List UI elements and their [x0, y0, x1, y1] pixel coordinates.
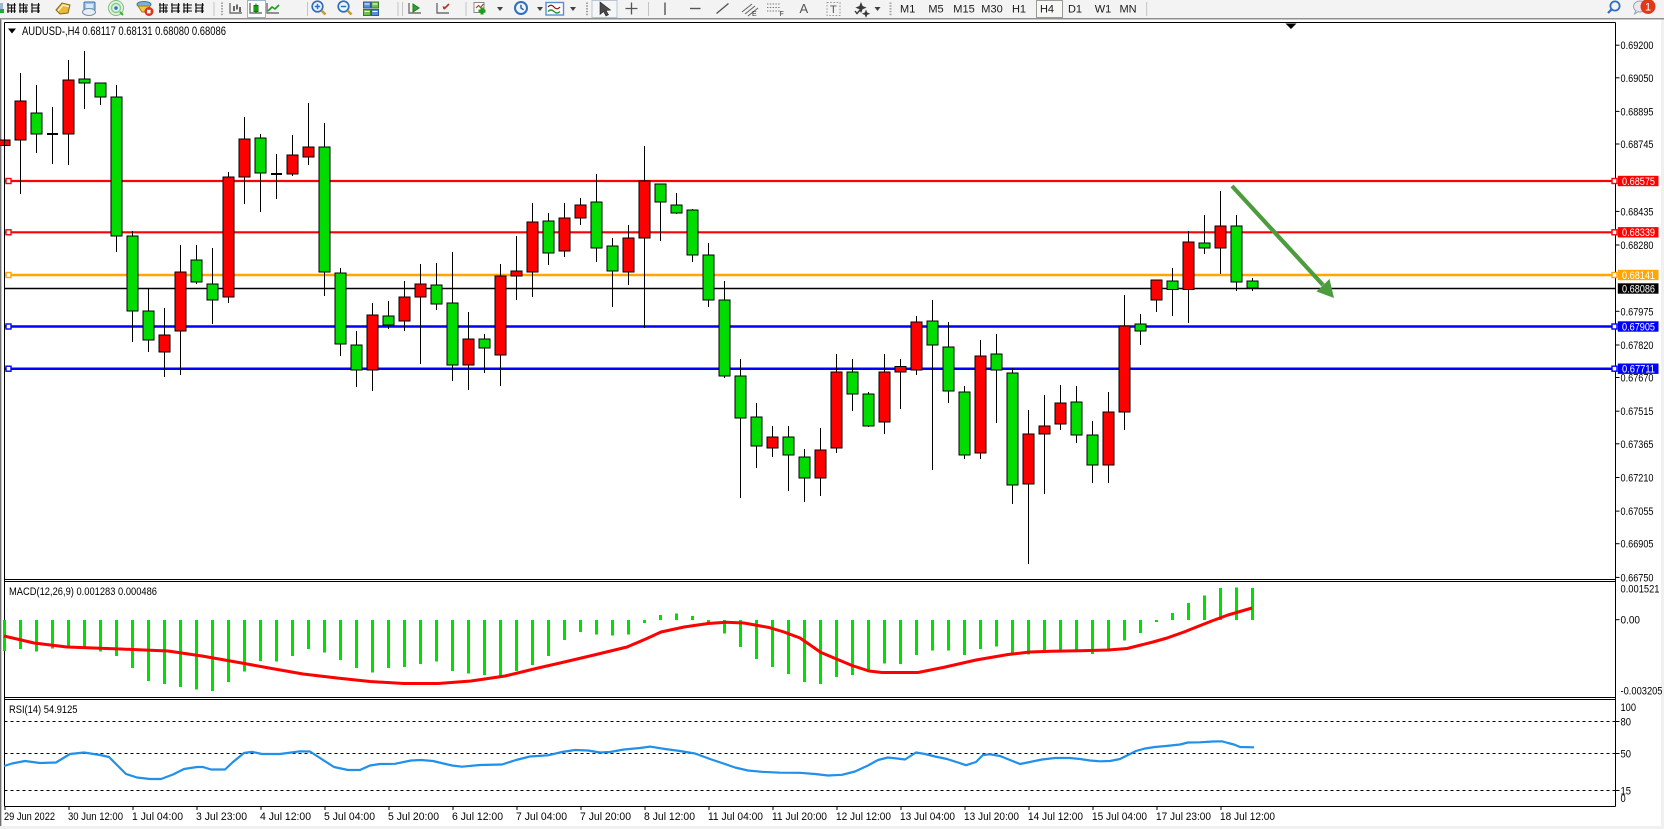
svg-text:5 Jul 04:00: 5 Jul 04:00	[324, 811, 375, 823]
svg-text:0.67210: 0.67210	[1621, 473, 1654, 485]
svg-text:0.00: 0.00	[1621, 615, 1641, 627]
svg-text:15 Jul 04:00: 15 Jul 04:00	[1092, 811, 1147, 823]
svg-text:M5: M5	[928, 4, 943, 16]
svg-text:13 Jul 04:00: 13 Jul 04:00	[900, 811, 955, 823]
svg-text:4 Jul 12:00: 4 Jul 12:00	[260, 811, 311, 823]
svg-text:0.68280: 0.68280	[1621, 240, 1654, 252]
svg-text:0.67905: 0.67905	[1622, 321, 1655, 333]
svg-text:0.67820: 0.67820	[1621, 340, 1654, 352]
svg-text:80: 80	[1621, 717, 1632, 729]
svg-text:0.67365: 0.67365	[1621, 439, 1654, 451]
svg-text:0.68086: 0.68086	[1622, 283, 1655, 295]
svg-text:6 Jul 12:00: 6 Jul 12:00	[452, 811, 503, 823]
svg-text:11 Jul 04:00: 11 Jul 04:00	[708, 811, 763, 823]
svg-text:E: E	[752, 11, 757, 18]
svg-text:29 Jun 2022: 29 Jun 2022	[4, 811, 55, 823]
svg-text:A: A	[800, 1, 809, 16]
svg-text:17 Jul 23:00: 17 Jul 23:00	[1156, 811, 1211, 823]
svg-text:M30: M30	[981, 4, 1002, 16]
svg-text:0.68141: 0.68141	[1622, 270, 1655, 282]
svg-text:H1: H1	[1012, 4, 1026, 16]
svg-text:7 Jul 04:00: 7 Jul 04:00	[516, 811, 567, 823]
svg-text:0.69200: 0.69200	[1621, 40, 1654, 52]
svg-text:11 Jul 20:00: 11 Jul 20:00	[772, 811, 827, 823]
svg-text:AUDUSD-,H4 0.68117 0.68131 0.: AUDUSD-,H4 0.68117 0.68131 0.68080 0.680…	[22, 24, 226, 38]
svg-text:M15: M15	[953, 4, 974, 16]
svg-text:18 Jul 12:00: 18 Jul 12:00	[1220, 811, 1275, 823]
svg-text:0.67055: 0.67055	[1621, 506, 1654, 518]
svg-text:H4: H4	[1040, 4, 1054, 16]
svg-text:0.69050: 0.69050	[1621, 73, 1654, 85]
svg-text:0.67711: 0.67711	[1622, 364, 1655, 376]
svg-text:0.67975: 0.67975	[1621, 306, 1654, 318]
svg-text:0.68895: 0.68895	[1621, 106, 1654, 118]
svg-text:0.66750: 0.66750	[1621, 572, 1654, 584]
svg-text:0.67515: 0.67515	[1621, 406, 1654, 418]
svg-text:MACD(12,26,9) 0.001283 0.00048: MACD(12,26,9) 0.001283 0.000486	[9, 586, 157, 598]
svg-text:0.66905: 0.66905	[1621, 539, 1654, 551]
svg-text:15: 15	[1621, 786, 1632, 798]
svg-text:8 Jul 12:00: 8 Jul 12:00	[644, 811, 695, 823]
svg-text:13 Jul 20:00: 13 Jul 20:00	[964, 811, 1019, 823]
svg-text:100: 100	[1621, 702, 1637, 714]
svg-text:5 Jul 20:00: 5 Jul 20:00	[388, 811, 439, 823]
svg-text:30 Jun 12:00: 30 Jun 12:00	[68, 811, 123, 823]
svg-text:W1: W1	[1095, 4, 1112, 16]
svg-text:12 Jul 12:00: 12 Jul 12:00	[836, 811, 891, 823]
svg-text:T: T	[830, 4, 837, 16]
svg-text:F: F	[780, 11, 784, 18]
svg-text:14 Jul 12:00: 14 Jul 12:00	[1028, 811, 1083, 823]
svg-text:1 Jul 04:00: 1 Jul 04:00	[132, 811, 183, 823]
svg-text:M1: M1	[900, 4, 915, 16]
svg-text:0.68435: 0.68435	[1621, 206, 1654, 218]
svg-text:0.67670: 0.67670	[1621, 373, 1654, 385]
svg-text:0.68745: 0.68745	[1621, 139, 1654, 151]
svg-text:D1: D1	[1068, 4, 1082, 16]
svg-text:0.001521: 0.001521	[1621, 584, 1660, 596]
svg-text:0.68575: 0.68575	[1622, 176, 1655, 188]
svg-text:MN: MN	[1119, 4, 1136, 16]
svg-text:0: 0	[1621, 793, 1626, 805]
svg-text:-0.003205: -0.003205	[1621, 686, 1663, 698]
svg-text:7 Jul 20:00: 7 Jul 20:00	[580, 811, 631, 823]
svg-text:RSI(14) 54.9125: RSI(14) 54.9125	[9, 704, 78, 716]
svg-text:0.68339: 0.68339	[1622, 227, 1655, 239]
svg-text:50: 50	[1621, 749, 1632, 761]
svg-text:1: 1	[1645, 2, 1651, 14]
svg-text:3 Jul 23:00: 3 Jul 23:00	[196, 811, 247, 823]
